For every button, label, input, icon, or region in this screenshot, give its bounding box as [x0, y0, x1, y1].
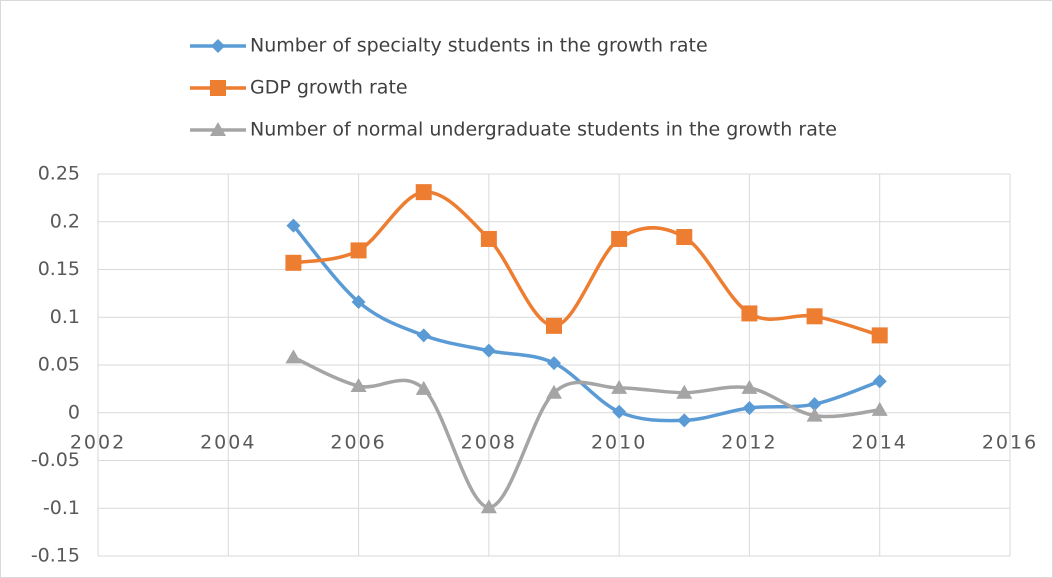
x-tick-label: 2014 — [852, 431, 908, 453]
marker — [546, 317, 562, 334]
marker — [350, 242, 367, 259]
legend-label: Number of normal undergraduate students … — [250, 119, 837, 141]
y-tick-label: 0.2 — [50, 210, 80, 232]
marker — [546, 384, 562, 399]
x-tick-label: 2010 — [591, 431, 647, 453]
marker — [871, 327, 888, 344]
marker — [480, 230, 497, 247]
marker — [871, 401, 888, 416]
y-tick-label: -0.15 — [31, 545, 80, 567]
marker — [480, 499, 497, 514]
marker — [676, 384, 693, 399]
y-tick-label: 0.15 — [38, 258, 80, 280]
marker — [806, 407, 823, 422]
lines — [285, 184, 888, 514]
legend-label: Number of specialty students in the grow… — [250, 35, 708, 57]
marker — [285, 254, 302, 271]
marker — [741, 379, 758, 394]
marker — [285, 349, 302, 364]
marker — [677, 413, 692, 428]
series-line — [293, 190, 881, 338]
y-tick-label: 0.25 — [38, 163, 80, 185]
marker — [611, 230, 628, 247]
y-tick-label: 0.05 — [38, 354, 80, 376]
marker — [415, 380, 432, 395]
marker — [807, 397, 822, 412]
marker — [742, 400, 757, 415]
marker — [415, 184, 432, 201]
marker — [611, 379, 628, 394]
x-tick-label: 2004 — [200, 431, 256, 453]
marker — [286, 218, 301, 233]
marker — [210, 80, 226, 96]
marker — [481, 343, 496, 358]
marker — [676, 229, 693, 246]
y-tick-label: 0.1 — [50, 306, 80, 328]
legend-label: GDP growth rate — [250, 77, 408, 99]
x-tick-label: 2012 — [721, 431, 777, 453]
x-tick-label: 2008 — [461, 431, 517, 453]
marker — [547, 356, 561, 371]
marker — [351, 294, 366, 309]
marker — [210, 122, 226, 136]
marker — [612, 404, 627, 419]
marker — [416, 328, 431, 343]
marker — [806, 308, 823, 325]
y-tick-label: -0.05 — [31, 449, 80, 471]
marker — [211, 39, 225, 53]
legend: Number of specialty students in the grow… — [190, 35, 837, 141]
marker — [741, 305, 758, 322]
x-tick-label: 2016 — [982, 431, 1038, 453]
y-tick-label: 0 — [68, 401, 80, 423]
marker — [872, 374, 887, 389]
x-tick-label: 2006 — [330, 431, 386, 453]
marker — [350, 378, 367, 393]
x-tick-label: 2002 — [70, 431, 126, 453]
y-tick-label: -0.1 — [43, 497, 80, 519]
labels: -0.15 -0.1 -0.05 0 0.05 0.1 0.15 0.2 0.25 2002 200… — [31, 163, 1038, 567]
